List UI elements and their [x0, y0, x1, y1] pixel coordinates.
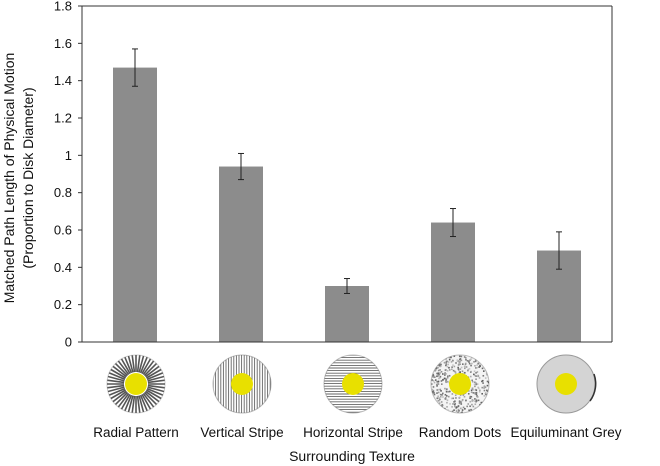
error-bars: [132, 48, 562, 294]
y-axis-ticks: 0 0.2 0.4 0.6 0.8 1 1.2 1.4 1.6 1.8: [54, 0, 82, 350]
y-tick-label: 1.2: [54, 111, 72, 126]
y-tick-label: 1.8: [54, 0, 72, 14]
category-label: Equiluminant Grey: [510, 425, 621, 440]
y-tick-label: 0.6: [54, 223, 72, 238]
category-labels: Radial Pattern Vertical Stripe Horizontal …: [93, 425, 622, 440]
bar: [431, 222, 475, 342]
y-tick-label: 0.8: [54, 185, 72, 200]
y-axis-title-line1: Matched Path Length of Physical Motion: [1, 53, 17, 304]
category-label: Vertical Stripe: [200, 425, 283, 440]
bar: [325, 286, 369, 342]
bars: [113, 67, 581, 342]
random-dots-icon: [430, 354, 490, 414]
horizontal-stripe-icon: [323, 354, 383, 414]
bar: [219, 166, 263, 342]
y-tick-label: 1.6: [54, 36, 72, 51]
category-label: Radial Pattern: [93, 425, 179, 440]
radial-pattern-icon: [106, 354, 166, 414]
category-label: Random Dots: [419, 425, 502, 440]
y-tick-label: 1.4: [54, 73, 72, 88]
y-tick-label: 0: [65, 335, 72, 350]
x-axis-title: Surrounding Texture: [289, 448, 415, 464]
y-tick-label: 0.2: [54, 297, 72, 312]
equiluminant-grey-icon: [536, 354, 597, 414]
category-label: Horizontal Stripe: [303, 425, 403, 440]
y-tick-label: 0.4: [54, 260, 72, 275]
bar: [113, 67, 157, 342]
y-axis-title-line2: (Proportion to Disk Diameter): [20, 87, 36, 268]
vertical-stripe-icon: [212, 354, 272, 414]
y-tick-label: 1: [65, 148, 72, 163]
